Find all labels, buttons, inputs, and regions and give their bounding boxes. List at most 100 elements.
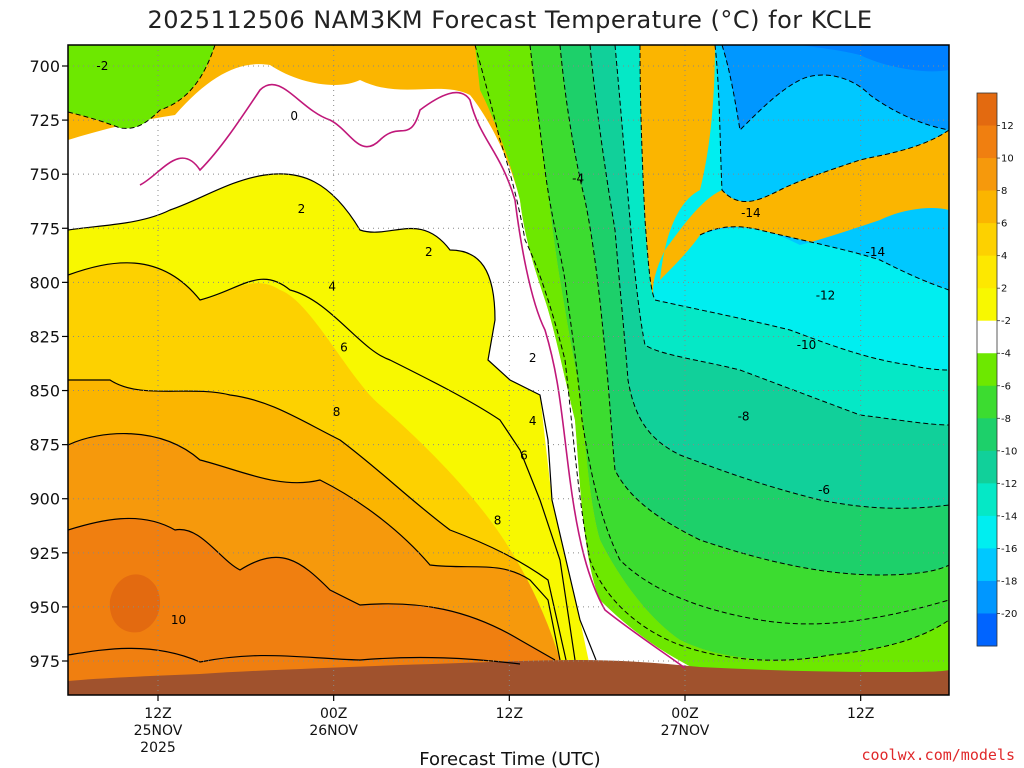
contour-label-0: -2 — [96, 59, 108, 73]
colorbar-label-5: 2 — [1001, 284, 1007, 295]
colorbar-swatch-1 — [977, 125, 997, 159]
colorbar-swatch-13 — [977, 515, 997, 549]
x-tick-date-1: 26NOV — [309, 723, 358, 739]
contour-label-1: 0 — [290, 109, 298, 123]
colorbar-swatch-14 — [977, 548, 997, 582]
contour-label-9: 2 — [529, 351, 537, 365]
y-tick-label-975: 975 — [29, 652, 60, 671]
freezing-line — [139, 83, 686, 669]
contour-line-minus2c — [474, 45, 949, 661]
contour-label-14: -14 — [866, 245, 886, 259]
contour-label-6: 8 — [333, 405, 341, 419]
colorbar-label-0: 12 — [1001, 121, 1014, 132]
colorbar: 12 10 8 6 4 2 -2 -4 -6 -8 -10 -12 -14 -16 -18 -20 — [976, 92, 1017, 647]
y-tick-label-900: 900 — [29, 490, 60, 509]
credit-link[interactable]: coolwx.com/models — [861, 746, 1015, 764]
fill-region-minus10c — [615, 45, 949, 425]
chart-title: 2025112506 NAM3KM Forecast Temperature (… — [147, 6, 872, 34]
grid-lines — [68, 45, 949, 695]
y-axis: 700 725 750 775 800 825 850 875 900 925 950 975 — [29, 57, 68, 671]
colorbar-label-13: -16 — [1001, 544, 1017, 555]
fill-region-minus4c — [530, 45, 949, 660]
contour-label-5: 6 — [340, 340, 348, 354]
colorbar-label-14: -18 — [1001, 576, 1017, 587]
contour-line-minus6c — [559, 45, 949, 576]
colorbar-label-6: -2 — [1001, 316, 1011, 327]
contour-label-16: -10 — [797, 338, 817, 352]
colorbar-swatch-12 — [977, 483, 997, 517]
x-tick-label-4: 12Z — [847, 706, 874, 722]
x-tick-label-1: 00Z — [320, 706, 347, 722]
contour-lines — [68, 45, 949, 669]
contour-line-8c — [68, 517, 556, 661]
x-tick-year-0: 2025 — [140, 740, 176, 756]
fill-region-minus2c — [475, 45, 949, 695]
contour-line-10c — [68, 647, 521, 665]
y-tick-label-950: 950 — [29, 598, 60, 617]
contour-line-minus2c-topleft — [68, 45, 216, 129]
colorbar-frame — [976, 92, 998, 647]
colorbar-swatch-0 — [977, 93, 997, 127]
colorbar-swatch-4 — [977, 223, 997, 257]
x-axis-label: Forecast Time (UTC) — [419, 749, 600, 768]
contour-line-2c-a — [68, 262, 576, 661]
contour-line-4c — [68, 379, 567, 661]
colorbar-swatch-6 — [977, 288, 997, 322]
colorbar-swatch-15 — [977, 580, 997, 614]
colorbar-label-9: -8 — [1001, 414, 1011, 425]
contour-label-15: -12 — [816, 288, 836, 302]
contour-label-8: 8 — [494, 513, 502, 527]
ground-terrain — [68, 660, 949, 695]
contour-label-7: 10 — [171, 613, 186, 627]
colorbar-label-11: -12 — [1001, 479, 1017, 490]
contour-labels: -2 0 2 2 4 6 8 10 8 2 4 6 -4 -14 -14 -12 -10 -8 -6 — [96, 59, 885, 627]
y-tick-label-925: 925 — [29, 544, 60, 563]
contour-label-12: -4 — [572, 172, 584, 186]
colorbar-swatch-3 — [977, 190, 997, 224]
fill-region-minus18c — [800, 45, 949, 72]
y-tick-label-750: 750 — [29, 165, 60, 184]
contour-line-6c — [68, 432, 561, 661]
y-tick-label-875: 875 — [29, 436, 60, 455]
colorbar-swatch-8 — [977, 353, 997, 387]
colorbar-label-3: 6 — [1001, 219, 1007, 230]
contour-label-11: 6 — [520, 448, 528, 462]
fill-region-minus12c — [640, 45, 949, 370]
contour-line-minus14c — [699, 226, 949, 291]
colorbar-label-2: 8 — [1001, 186, 1007, 197]
contour-label-10: 4 — [529, 414, 537, 428]
contour-line-2c-b — [68, 173, 597, 661]
contour-label-17: -8 — [738, 410, 750, 424]
colorbar-swatch-11 — [977, 450, 997, 484]
contour-line-minus14c-upper — [714, 45, 949, 203]
colorbar-label-1: 10 — [1001, 154, 1014, 165]
colorbar-swatch-16 — [977, 613, 997, 647]
contour-label-13: -14 — [741, 206, 761, 220]
x-tick-label-3: 00Z — [671, 706, 698, 722]
contour-line-minus4c — [529, 45, 949, 625]
x-tick-date-3: 27NOV — [661, 723, 710, 739]
colorbar-label-12: -14 — [1001, 511, 1017, 522]
x-tick-date-0: 25NOV — [134, 723, 183, 739]
colorbar-swatch-7 — [977, 320, 997, 354]
temperature-fill-regions — [68, 45, 949, 695]
y-tick-label-800: 800 — [29, 273, 60, 292]
colorbar-label-4: 4 — [1001, 251, 1007, 262]
colorbar-label-10: -10 — [1001, 446, 1017, 457]
y-tick-label-850: 850 — [29, 382, 60, 401]
fill-region-minus8c — [590, 45, 949, 509]
contour-line-minus10c — [614, 45, 949, 426]
fill-region-2c — [68, 173, 596, 660]
colorbar-label-7: -4 — [1001, 349, 1011, 360]
fill-region-12c — [109, 574, 160, 633]
y-tick-label-725: 725 — [29, 111, 60, 130]
contour-label-3: 2 — [425, 245, 433, 259]
y-tick-label-825: 825 — [29, 327, 60, 346]
contour-label-2: 2 — [298, 202, 306, 216]
contour-label-18: -6 — [818, 483, 830, 497]
contour-line-minus16c — [721, 45, 949, 132]
colorbar-swatch-9 — [977, 385, 997, 419]
plot-frame — [67, 44, 950, 696]
